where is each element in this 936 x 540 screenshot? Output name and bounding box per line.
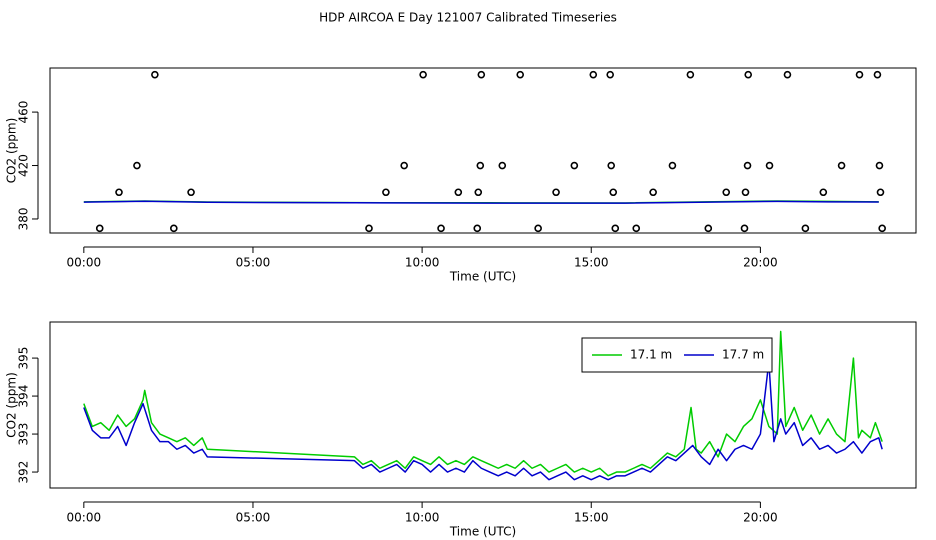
data-point — [419, 70, 427, 79]
x-tick-label: 20:00 — [743, 511, 778, 525]
x-tick-label: 05:00 — [236, 511, 271, 525]
data-point — [498, 161, 507, 170]
data-point — [704, 224, 713, 233]
data-point — [115, 188, 123, 197]
data-point — [476, 161, 485, 170]
x-tick-label: 15:00 — [574, 511, 609, 525]
series-line — [83, 330, 883, 477]
panel: 00:00 05:00 10:00 15:00 20:00 Time (UTC) 392 39… — [5, 321, 917, 539]
x-axis-title: Time (UTC) — [449, 270, 516, 284]
data-point — [668, 161, 677, 170]
data-point — [170, 224, 178, 233]
data-point — [133, 161, 141, 170]
legend-label: 17.7 m — [722, 348, 764, 362]
y-tick-label: 395 — [17, 347, 31, 370]
data-point — [740, 224, 749, 233]
data-point — [454, 188, 463, 197]
data-point — [632, 224, 641, 233]
data-point — [607, 161, 616, 170]
data-point — [609, 188, 618, 197]
data-point — [765, 161, 774, 170]
data-point — [437, 224, 445, 233]
data-point — [876, 188, 885, 197]
plot-frame — [49, 67, 917, 234]
y-tick-label: 420 — [17, 154, 31, 177]
x-tick-label: 20:00 — [743, 256, 778, 270]
data-point — [686, 70, 695, 79]
data-point — [570, 161, 579, 170]
data-point — [477, 70, 486, 79]
data-point — [722, 188, 731, 197]
data-point — [855, 70, 864, 79]
data-point — [589, 70, 598, 79]
x-axis-title: Time (UTC) — [449, 525, 516, 539]
data-point — [875, 161, 884, 170]
data-point — [400, 161, 408, 170]
x-tick-label: 10:00 — [405, 256, 440, 270]
data-point — [606, 70, 614, 79]
data-point — [187, 188, 195, 197]
y-tick-label: 394 — [17, 385, 31, 408]
data-point — [837, 161, 846, 170]
x-tick-label: 00:00 — [67, 256, 102, 270]
plot-frame — [49, 321, 917, 489]
y-axis-title: CO2 (ppm) — [5, 118, 19, 184]
data-point — [151, 70, 159, 79]
data-point — [801, 224, 810, 233]
data-point — [819, 188, 828, 197]
data-point — [744, 70, 753, 79]
x-tick-label: 10:00 — [405, 511, 440, 525]
data-point — [649, 188, 657, 197]
figure-title: HDP AIRCOA E Day 121007 Calibrated Times… — [319, 11, 617, 25]
data-point — [474, 188, 483, 197]
data-point — [534, 224, 542, 233]
y-tick-label: 380 — [17, 208, 31, 231]
x-tick-label: 05:00 — [236, 256, 271, 270]
data-point — [873, 70, 882, 79]
y-tick-label: 460 — [17, 101, 31, 124]
y-axis-title: CO2 (ppm) — [5, 372, 19, 438]
data-point — [611, 224, 620, 233]
data-point — [365, 224, 373, 233]
data-point — [878, 224, 886, 233]
data-point — [382, 188, 390, 197]
y-tick-label: 392 — [17, 461, 31, 484]
data-point — [741, 188, 750, 197]
x-tick-label: 15:00 — [574, 256, 609, 270]
data-point — [552, 188, 560, 197]
data-point — [473, 224, 482, 233]
data-point — [95, 224, 104, 233]
x-tick-label: 00:00 — [67, 511, 102, 525]
data-point — [743, 161, 752, 170]
y-tick-label: 393 — [17, 423, 31, 446]
series-line — [83, 361, 883, 481]
panel: 00:00 05:00 10:00 15:00 20:00 Time (UTC) 380 42… — [5, 67, 917, 284]
legend-label: 17.1 m — [630, 348, 672, 362]
series-line — [83, 200, 879, 204]
data-point — [516, 70, 525, 79]
data-point — [783, 70, 792, 79]
